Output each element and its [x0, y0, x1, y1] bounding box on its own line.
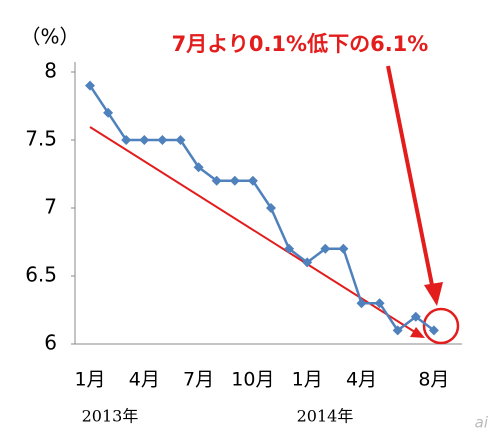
trend-arrowhead: [410, 327, 425, 338]
year-label: 2013年: [82, 407, 139, 426]
year-label: 2014年: [297, 407, 354, 426]
y-tick-label: 8: [44, 59, 57, 83]
marker: [157, 135, 168, 145]
x-tick-label: 8月: [418, 369, 449, 391]
marker: [121, 135, 132, 145]
marker: [374, 298, 385, 309]
y-tick-label: 6: [44, 331, 57, 355]
y-tick-label: 6.5: [25, 263, 57, 287]
marker: [410, 311, 421, 322]
annotation-shapes: [89, 65, 460, 345]
y-axis-label: （%）: [20, 25, 79, 49]
x-tick-label: 1月: [292, 369, 323, 391]
x-tick-label: 4月: [346, 369, 377, 391]
marker: [356, 298, 367, 309]
trend-line: [89, 126, 419, 335]
marker: [392, 325, 403, 336]
marker: [211, 175, 222, 186]
annotation: 7月より0.1%低下の6.1%: [172, 32, 429, 56]
marker: [175, 135, 186, 145]
highlight-circle: [422, 307, 460, 345]
x-tick-label: 7月: [183, 369, 214, 391]
x-tick-label: 4月: [129, 369, 160, 391]
marker: [103, 107, 114, 118]
marker: [428, 325, 439, 336]
marker: [85, 80, 95, 91]
marker: [139, 135, 150, 145]
y-tick-label: 7.5: [25, 127, 57, 151]
x-tick-label: 1月: [74, 369, 105, 391]
callout-arrow: [386, 65, 435, 291]
marker: [338, 243, 349, 254]
marker: [266, 203, 276, 213]
y-tick-label: 7: [44, 195, 57, 219]
marker: [247, 175, 258, 186]
marker: [193, 162, 204, 173]
marker: [229, 175, 240, 186]
line: [88, 84, 435, 333]
marker: [320, 243, 331, 254]
x-tick-label: 10月: [231, 369, 274, 391]
marker: [302, 257, 313, 268]
callout-arrowhead: [424, 282, 443, 306]
marker: [284, 243, 295, 254]
watermark: ai: [475, 414, 489, 432]
